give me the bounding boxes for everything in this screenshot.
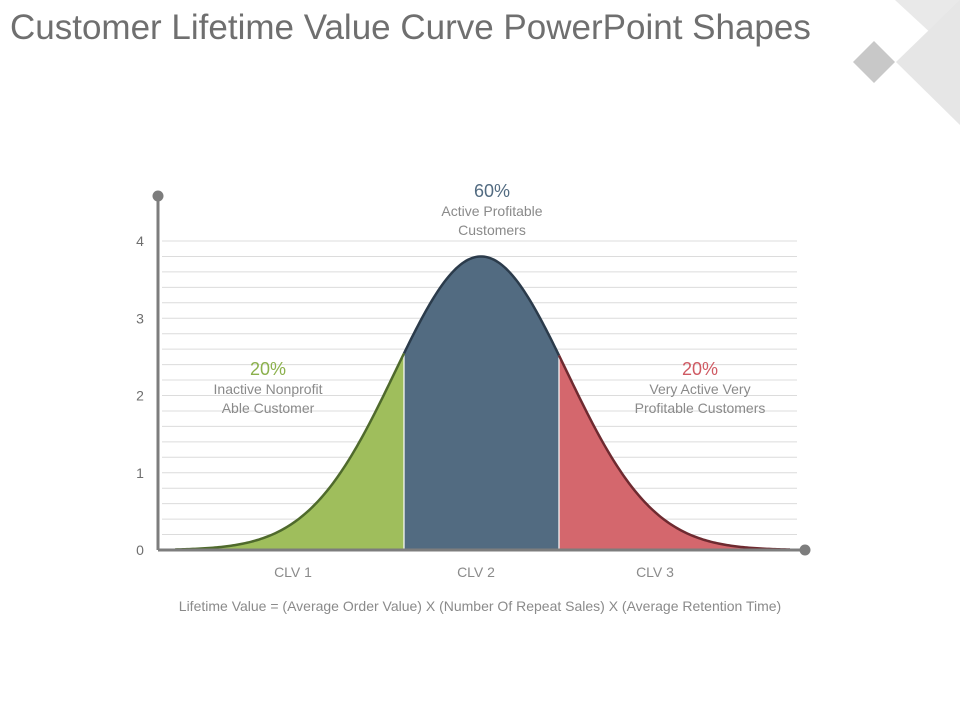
segment-label-clv1: 20% Inactive Nonprofit Able Customer xyxy=(168,359,368,418)
segment-desc-clv3-line1: Very Active Very xyxy=(649,381,751,397)
curve-outline-clv2 xyxy=(402,255,561,356)
x-axis-end-dot xyxy=(799,544,811,556)
curve-outline-clv1 xyxy=(174,352,406,551)
segment-percent-clv3: 20% xyxy=(681,359,719,379)
slide-title: Customer Lifetime Value Curve PowerPoint… xyxy=(10,8,811,47)
y-tick-label: 1 xyxy=(136,465,144,481)
y-tick-label: 4 xyxy=(136,233,144,249)
segment-desc-clv1-line2: Able Customer xyxy=(221,400,315,416)
segment-percent-clv1: 20% xyxy=(249,359,287,379)
segment-percent-clv2: 60% xyxy=(473,181,511,201)
x-category-label: CLV 1 xyxy=(274,564,312,580)
deco-diamond-large xyxy=(896,0,960,125)
segment-area-clv3 xyxy=(559,355,790,550)
segment-desc-clv2-line1: Active Profitable xyxy=(441,203,543,219)
decorative-diamonds xyxy=(853,0,960,125)
clv-curve-chart: 0 1 2 3 4 CLV 1 CLV 2 CLV 3 xyxy=(136,190,811,580)
segment-area-clv2 xyxy=(404,256,559,550)
curve-outline-clv3 xyxy=(557,354,791,551)
x-category-label: CLV 2 xyxy=(457,564,495,580)
segment-label-clv3: 20% Very Active Very Profitable Customer… xyxy=(595,359,805,418)
y-tick-label: 0 xyxy=(136,542,144,558)
segment-desc-clv1-line1: Inactive Nonprofit xyxy=(213,381,323,397)
deco-diamond-small xyxy=(853,41,895,83)
segment-desc-clv2-line2: Customers xyxy=(458,222,526,238)
y-tick-label: 3 xyxy=(136,310,144,326)
segment-label-clv2: 60% Active Profitable Customers xyxy=(392,181,592,240)
lifetime-value-formula: Lifetime Value = (Average Order Value) X… xyxy=(178,598,782,614)
y-tick-label: 2 xyxy=(136,388,144,404)
segment-desc-clv3-line2: Profitable Customers xyxy=(634,400,766,416)
y-axis-end-dot xyxy=(152,190,164,202)
segment-area-clv1 xyxy=(175,353,404,550)
x-category-label: CLV 3 xyxy=(636,564,674,580)
